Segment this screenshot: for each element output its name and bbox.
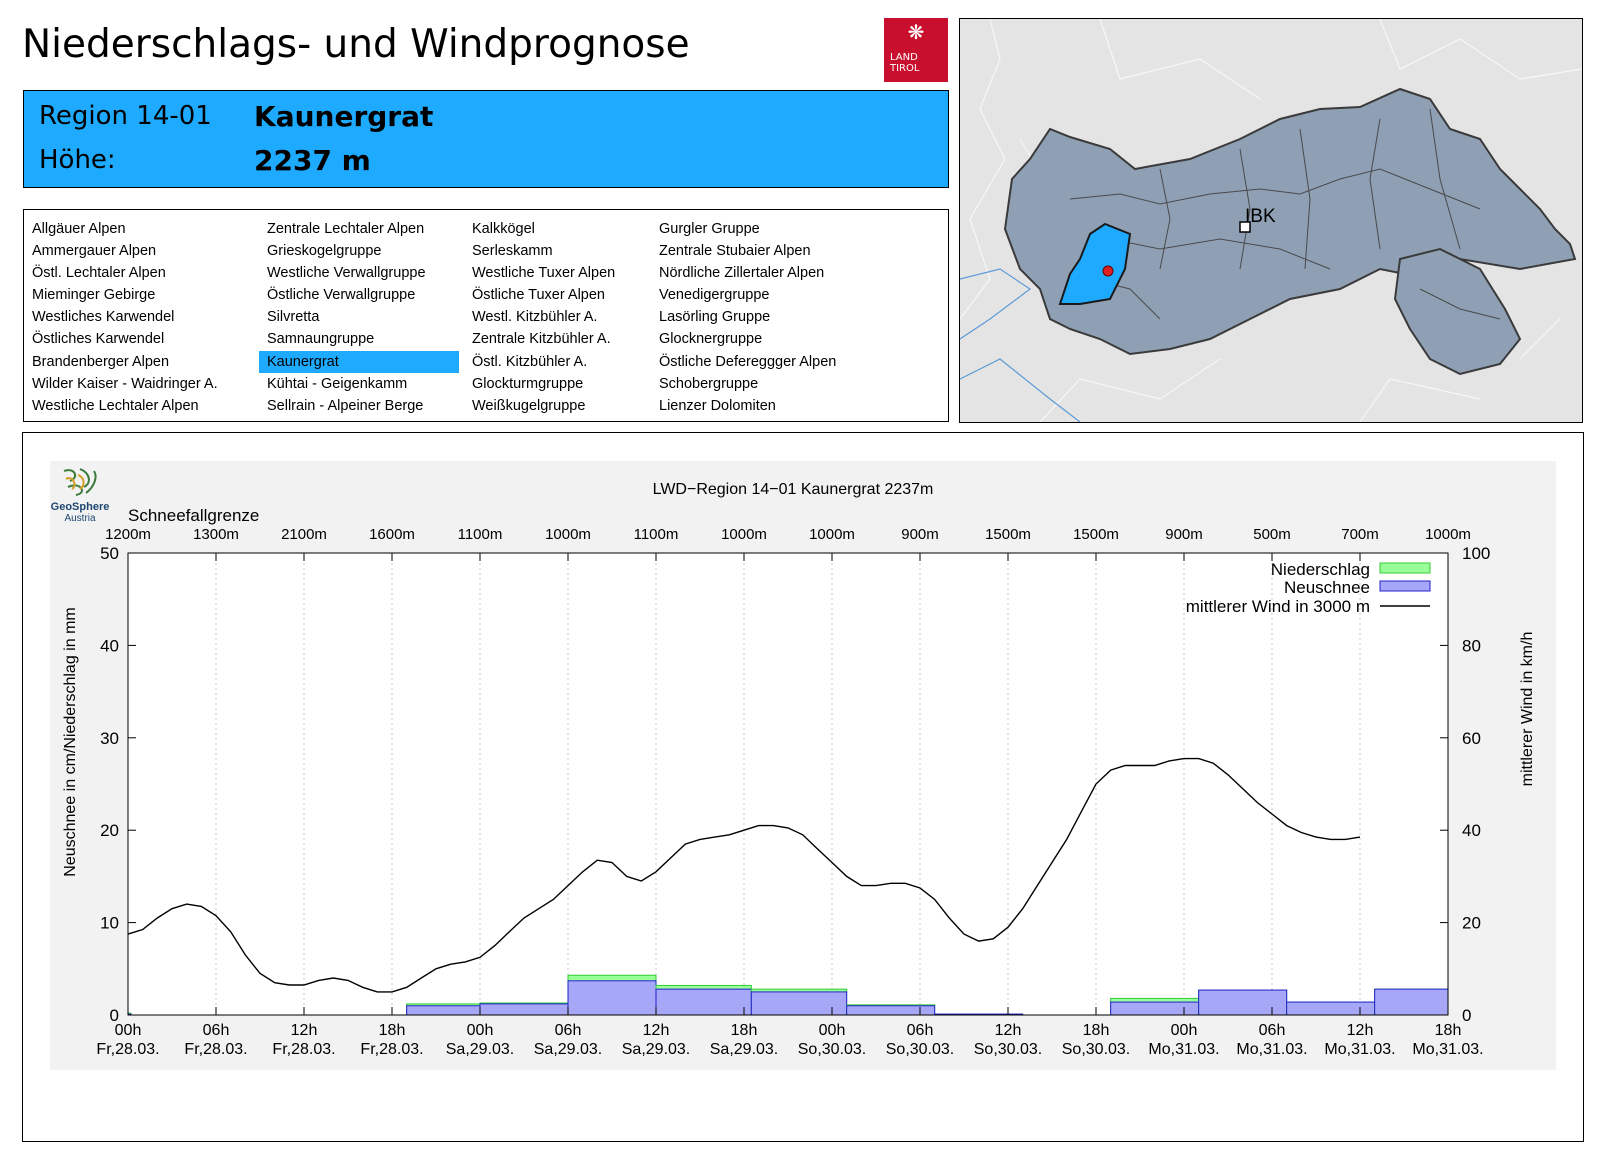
land-tirol-logo: ❋ LAND TIROL [884,18,948,82]
river-lines [960,268,1081,422]
geosphere-logo: GeoSphere Austria [47,463,113,524]
page-title: Niederschlags- und Windprognose [22,22,690,67]
region-item-selected[interactable]: Kaunergrat [259,350,459,373]
geosphere-country: Austria [64,513,96,524]
region-item[interactable]: Zentrale Kitzbühler A. [472,331,611,348]
geosphere-name: GeoSphere [50,501,110,513]
region-item[interactable]: Östliche Defereggger Alpen [659,353,837,370]
region-item[interactable]: Weißkugelgruppe [472,397,586,414]
region-item[interactable]: Wilder Kaiser - Waidringer A. [32,375,218,392]
logo-line-2: TIROL [890,63,920,74]
region-item[interactable]: Östliches Karwendel [32,331,165,348]
region-item[interactable]: Östliche Tuxer Alpen [472,287,605,304]
region-item[interactable]: Gurgler Gruppe [659,221,760,237]
region-item[interactable]: Brandenberger Alpen [32,353,170,370]
region-item[interactable]: Westliche Tuxer Alpen [472,265,616,282]
region-item[interactable]: Östliche Verwallgruppe [267,287,416,304]
region-item[interactable]: Kühtai - Geigenkamm [267,375,408,392]
ibk-marker [1239,221,1251,233]
region-item[interactable]: Glockturmgruppe [472,375,584,392]
region-item[interactable]: Glocknergruppe [659,331,763,348]
tirol-east-outline [1393,247,1522,376]
region-item[interactable]: Schobergruppe [659,375,759,392]
region-item[interactable]: Samnaungruppe [267,331,375,348]
region-map: IBK [959,18,1583,423]
tirol-north-outline [1003,87,1577,356]
region-item[interactable]: Grieskogelgruppe [267,243,382,260]
eagle-icon: ❋ [907,22,925,44]
region-boundaries [1069,108,1501,320]
chart-frame [22,432,1584,1142]
chart-background [50,461,1556,1070]
region-item[interactable]: Östl. Kitzbühler A. [472,353,588,370]
region-item[interactable]: Silvretta [267,309,320,326]
region-list-column-1: Allgäuer Alpen Ammergauer Alpen Östl. Lech… [24,218,244,417]
region-item[interactable]: Lienzer Dolomiten [659,397,776,414]
region-item[interactable]: Kalkkögel [472,221,535,237]
region-item[interactable]: Ammergauer Alpen [32,243,157,260]
region-item[interactable]: Nördliche Zillertaler Alpen [659,265,825,282]
region-name: Kaunergrat [254,100,434,133]
region-item[interactable]: Westl. Kitzbühler A. [472,309,598,326]
height-value: 2237 m [254,144,371,177]
region-item[interactable]: Mieminger Gebirge [32,287,156,304]
region-list-column-2: Zentrale Lechtaler Alpen Grieskogelgruppe… [259,218,459,417]
logo-line-1: LAND [890,52,918,63]
region-item[interactable]: Westliche Lechtaler Alpen [32,397,199,414]
region-item[interactable]: Westliche Verwallgruppe [267,265,426,282]
region-item[interactable]: Lasörling Gruppe [659,309,771,326]
region-item[interactable]: Westliches Karwendel [32,309,175,326]
region-item[interactable]: Allgäuer Alpen [32,221,126,237]
region-list-column-3: Kalkkögel Serleskamm Westliche Tuxer Alpen… [464,218,644,417]
geosphere-icon [63,468,97,496]
height-label: Höhe: [39,145,116,175]
region-item[interactable]: Venedigergruppe [659,287,770,304]
map-svg: IBK [960,19,1582,422]
region-item[interactable]: Östl. Lechtaler Alpen [32,265,166,282]
region-item[interactable]: Sellrain - Alpeiner Berge [267,397,424,414]
region-list: Allgäuer Alpen Ammergauer Alpen Östl. Lech… [23,209,949,422]
ibk-label: IBK [1245,206,1276,227]
region-item[interactable]: Zentrale Stubaier Alpen [659,243,811,260]
selected-region-shape [1058,222,1132,305]
region-list-column-4: Gurgler Gruppe Zentrale Stubaier Alpen Nör… [651,218,891,417]
region-label: Region 14-01 [39,101,212,131]
region-header: Region 14-01 Kaunergrat Höhe: 2237 m [23,90,949,188]
region-marker [1102,265,1114,277]
region-item[interactable]: Serleskamm [472,243,553,260]
region-item[interactable]: Zentrale Lechtaler Alpen [267,221,425,237]
